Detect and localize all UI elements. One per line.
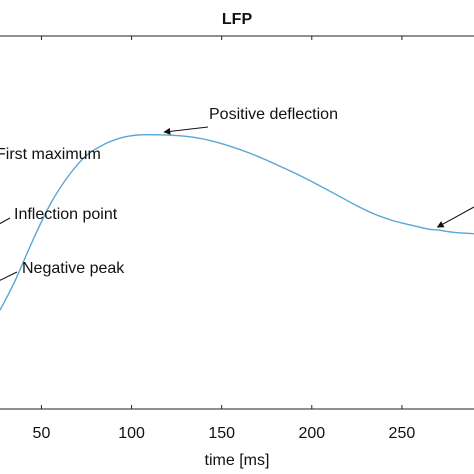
annotations: Positive deflection First maximum Inflec… bbox=[0, 106, 474, 281]
x-tick-labels: 50 100 150 200 250 bbox=[33, 425, 416, 442]
inflection-point-arrow bbox=[0, 217, 11, 225]
x-tick-label: 200 bbox=[298, 425, 325, 442]
positive-deflection-label: Positive deflection bbox=[209, 106, 338, 123]
negative-peak-label: Negative peak bbox=[22, 260, 125, 277]
right-edge-arrow bbox=[436, 206, 474, 228]
x-tick-label: 150 bbox=[208, 425, 235, 442]
first-maximum-label: First maximum bbox=[0, 146, 101, 163]
inflection-point-label: Inflection point bbox=[14, 206, 118, 223]
x-tick-label: 100 bbox=[118, 425, 145, 442]
negative-peak-arrow bbox=[0, 271, 18, 281]
chart-title: LFP bbox=[222, 11, 253, 28]
x-axis-label: time [ms] bbox=[205, 452, 270, 469]
x-tick-label: 250 bbox=[389, 425, 416, 442]
positive-deflection-arrow bbox=[163, 126, 209, 135]
lfp-series-line bbox=[0, 133, 474, 311]
plot-area bbox=[0, 35, 474, 410]
x-ticks bbox=[40, 36, 403, 409]
x-tick-label: 50 bbox=[33, 425, 51, 442]
